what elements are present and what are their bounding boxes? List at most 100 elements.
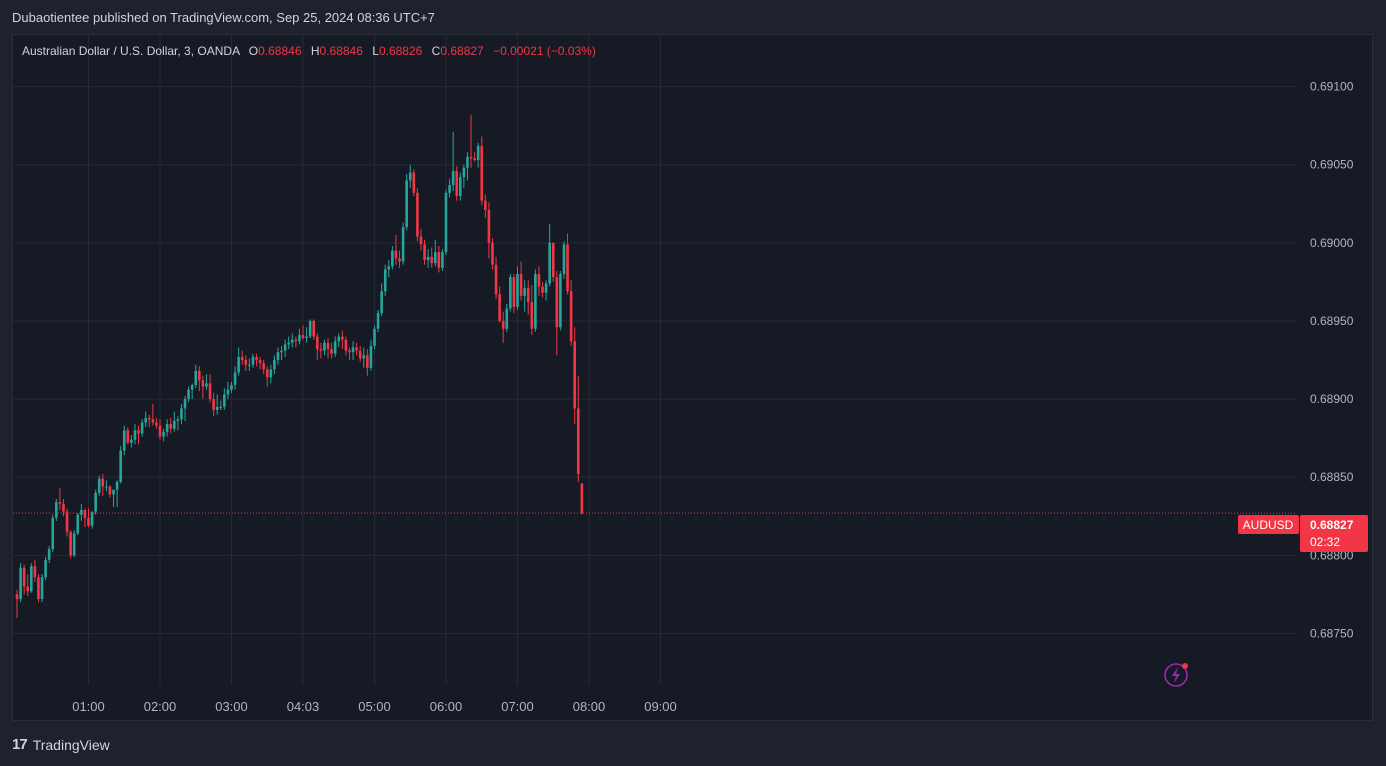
candle-body (130, 439, 133, 443)
candle-body (537, 274, 541, 287)
candle-body (373, 328, 376, 346)
candle-body (405, 180, 408, 228)
candle-body (448, 185, 451, 193)
candle-body (469, 156, 473, 159)
candle-body (183, 399, 187, 409)
candle-body (162, 431, 165, 437)
candle-body (76, 514, 80, 534)
candle-body (580, 483, 584, 514)
candle-body (344, 339, 348, 351)
price-tag-bg (1300, 515, 1368, 552)
candle-body (551, 242, 555, 278)
candle-body (530, 302, 534, 329)
candle-body (401, 227, 405, 262)
candle-body (383, 269, 387, 292)
candle-body (319, 349, 323, 351)
candle-body (301, 335, 305, 339)
candle-body (265, 369, 269, 378)
candle-body (308, 320, 312, 337)
candle-body (201, 380, 205, 387)
candle-body (90, 511, 94, 526)
candle-body (40, 577, 44, 600)
candle-body (476, 145, 480, 160)
candle-body (94, 492, 97, 512)
candle-body (69, 531, 72, 556)
candle-body (269, 369, 273, 378)
candle-body (276, 352, 280, 360)
low-label: L (372, 44, 379, 58)
ohlc-legend: Australian Dollar / U.S. Dollar, 3, OAND… (22, 44, 596, 58)
candle-body (244, 360, 248, 365)
x-tick-label: 03:00 (215, 699, 248, 714)
candle-body (126, 430, 130, 443)
candle-body (190, 385, 194, 390)
close-value: 0.68827 (440, 44, 484, 58)
candle-body (369, 345, 373, 368)
candle-body (187, 389, 190, 400)
instrument-name[interactable]: Australian Dollar / U.S. Dollar, 3, OAND… (22, 44, 240, 58)
candle-body (233, 372, 237, 385)
candle-body (341, 336, 344, 340)
candle-body (305, 336, 308, 339)
lightning-icon[interactable] (1164, 663, 1188, 687)
candles (15, 114, 584, 618)
candle-body (83, 510, 87, 518)
candle-body (55, 502, 58, 518)
candle-body (198, 370, 201, 381)
y-tick-label: 0.68750 (1310, 626, 1354, 640)
candle-body (44, 560, 47, 578)
high-value: 0.68846 (319, 44, 363, 58)
candle-body (351, 347, 355, 353)
candle-body (62, 503, 65, 512)
candle-body (240, 356, 244, 360)
chart-frame[interactable] (12, 34, 1373, 721)
x-tick-label: 07:00 (501, 699, 534, 714)
candle-body (426, 256, 430, 260)
candle-body (566, 244, 569, 292)
candle-body (451, 170, 455, 185)
candle-body (65, 511, 69, 532)
candle-body (430, 256, 433, 264)
x-tick-label: 05:00 (358, 699, 391, 714)
candle-body (33, 566, 37, 578)
open-label: O (248, 44, 259, 58)
x-tick-label: 09:00 (644, 699, 677, 714)
candle-body (423, 244, 426, 260)
footer: 17 TradingView (12, 736, 110, 753)
price-axis[interactable]: 0.69100 0.69050 0.69000 0.68950 0.68900 0.688… (1310, 80, 1354, 641)
x-tick-label: 01:00 (72, 699, 105, 714)
candle-body (165, 424, 169, 432)
candle-body (437, 252, 441, 268)
candle-body (173, 420, 176, 429)
candle-body (169, 424, 173, 429)
candle-body (337, 336, 341, 342)
candle-body (473, 158, 476, 160)
candle-body (262, 363, 265, 370)
candle-body (208, 383, 212, 400)
candle-body (444, 192, 448, 253)
candle-body (30, 566, 33, 592)
tradingview-brand: TradingView (32, 736, 110, 753)
symbol-tag-bg (1238, 515, 1299, 534)
x-tick-label: 08:00 (573, 699, 606, 714)
candle-body (226, 389, 230, 395)
candle-body (140, 422, 144, 434)
time-axis[interactable]: 01:00 02:00 03:00 04:03 05:00 06:00 07:00 08:00… (72, 699, 677, 714)
candle-body (255, 356, 258, 360)
candle-body (419, 236, 423, 245)
candle-body (105, 486, 108, 488)
candle-body (559, 274, 562, 328)
tradingview-logo-icon[interactable]: 17 (12, 736, 28, 753)
candle-body (548, 242, 551, 284)
candle-body (569, 291, 573, 342)
candle-body (144, 417, 147, 423)
candle-body (491, 242, 494, 265)
candle-body (158, 425, 162, 437)
candle-body (115, 481, 119, 490)
candle-body (51, 517, 55, 550)
x-tick-label: 06:00 (430, 699, 463, 714)
candle-body (523, 288, 526, 296)
candle-body (219, 406, 223, 408)
candle-body (519, 274, 523, 296)
